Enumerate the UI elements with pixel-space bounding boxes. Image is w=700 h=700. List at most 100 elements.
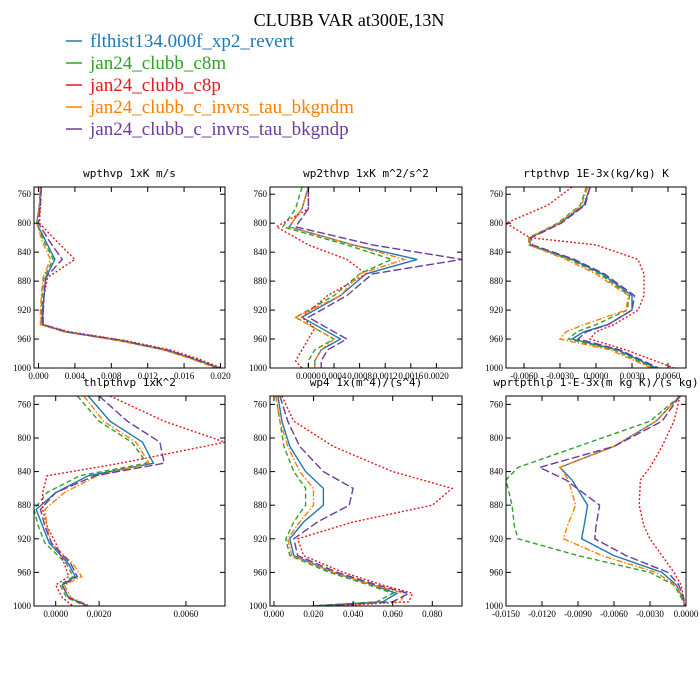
x-tick-label-2-2: 0.0000 <box>584 371 609 381</box>
y-tick-label-3-5: 960 <box>18 567 32 577</box>
panel-title-5: wprtpthlp 1-E-3x(m kg K)/(s kg) <box>493 376 698 389</box>
y-tick-label-5-3: 880 <box>490 500 504 510</box>
panel-4: wp4 1x(m^4)/(s^4)76080084088092096010000… <box>249 376 463 619</box>
panel-title-0: wpthvp 1xK m/s <box>83 167 176 180</box>
x-tick-label-5-5: 0.0000 <box>674 609 699 619</box>
y-tick-label-5-2: 840 <box>490 467 504 477</box>
y-tick-label-2-6: 1000 <box>485 363 504 373</box>
y-tick-label-1-3: 880 <box>254 276 268 286</box>
y-tick-label-3-2: 840 <box>18 467 32 477</box>
y-tick-label-3-3: 880 <box>18 500 32 510</box>
series-line-2-2 <box>506 187 675 368</box>
y-tick-label-4-5: 960 <box>254 567 268 577</box>
y-tick-label-5-1: 800 <box>490 433 504 443</box>
y-tick-label-3-1: 800 <box>18 433 32 443</box>
y-tick-label-0-4: 920 <box>18 305 32 315</box>
series-line-0-4 <box>37 187 220 368</box>
series-line-4-0 <box>277 396 399 606</box>
panel-title-1: wp2thvp 1xK m^2/s^2 <box>303 167 429 180</box>
y-tick-label-4-2: 840 <box>254 467 268 477</box>
series-line-2-0 <box>529 187 657 368</box>
series-line-5-2 <box>638 396 686 606</box>
x-tick-label-4-4: 0.080 <box>422 609 443 619</box>
x-tick-label-1-5: 0.0020 <box>424 371 449 381</box>
y-tick-label-4-0: 760 <box>254 399 268 409</box>
y-tick-label-1-4: 920 <box>254 305 268 315</box>
x-tick-label-5-3: -0.0060 <box>600 609 628 619</box>
series-line-0-3 <box>35 187 217 368</box>
legend-label-1: jan24_clubb_c8m <box>89 53 226 74</box>
x-tick-label-4-0: 0.000 <box>264 609 285 619</box>
plot-frame-0 <box>33 186 226 369</box>
x-tick-label-5-2: -0.0090 <box>564 609 592 619</box>
y-tick-label-0-3: 880 <box>18 276 32 286</box>
series-line-3-4 <box>39 396 166 606</box>
series-line-4-1 <box>275 396 395 606</box>
x-tick-label-0-1: 0.004 <box>65 371 86 381</box>
figure-title: CLUBB VAR at300E,13N <box>254 10 445 30</box>
plot-frame-4 <box>269 395 463 607</box>
series-line-0-1 <box>35 187 218 368</box>
x-tick-label-0-5: 0.020 <box>210 371 231 381</box>
y-tick-label-2-5: 960 <box>490 334 504 344</box>
series-line-4-2 <box>281 396 454 606</box>
x-tick-label-5-0: -0.0150 <box>492 609 520 619</box>
y-tick-label-0-6: 1000 <box>13 363 32 373</box>
x-tick-label-0-4: 0.016 <box>174 371 195 381</box>
y-tick-label-0-5: 960 <box>18 334 32 344</box>
x-tick-label-4-3: 0.060 <box>383 609 404 619</box>
series-line-1-4 <box>294 187 462 368</box>
series-line-3-1 <box>34 396 149 606</box>
y-tick-label-4-3: 880 <box>254 500 268 510</box>
series-line-1-2 <box>274 187 368 368</box>
x-tick-label-2-0: -0.0060 <box>510 371 538 381</box>
x-tick-label-4-1: 0.020 <box>303 609 324 619</box>
y-tick-label-5-0: 760 <box>490 399 504 409</box>
x-tick-label-3-1: 0.0020 <box>87 609 112 619</box>
y-tick-label-4-4: 920 <box>254 534 268 544</box>
y-tick-label-5-6: 1000 <box>485 601 504 611</box>
y-tick-label-2-4: 920 <box>490 305 504 315</box>
series-line-5-1 <box>506 396 686 606</box>
panel-0: wpthvp 1xK m/s 760 800 840 880 920 960 1000 0.00… <box>13 167 231 381</box>
x-tick-label-1-2: 0.0008 <box>347 371 372 381</box>
plot-frame-1 <box>269 186 463 369</box>
y-tick-label-0-1: 800 <box>18 218 32 228</box>
y-tick-label-0-2: 840 <box>18 247 32 257</box>
plot-frame-3 <box>33 395 226 607</box>
panel-3: thlpthvp 1xK^2 760 800 840 880 920 960 1000 0.00… <box>13 376 226 619</box>
x-tick-label-5-1: -0.0120 <box>528 609 556 619</box>
y-tick-label-3-6: 1000 <box>13 601 32 611</box>
legend-label-3: jan24_clubb_c_invrs_tau_bkgndm <box>89 97 354 118</box>
plot-frame-2 <box>505 186 687 369</box>
y-tick-label-0-0: 760 <box>18 189 32 199</box>
y-tick-label-5-5: 960 <box>490 567 504 577</box>
y-tick-label-2-1: 800 <box>490 218 504 228</box>
series-line-0-2 <box>38 187 222 368</box>
series-line-5-3 <box>558 396 686 606</box>
series-line-1-1 <box>281 187 394 368</box>
y-tick-label-1-1: 800 <box>254 218 268 228</box>
x-tick-label-4-2: 0.040 <box>343 609 364 619</box>
legend-label-4: jan24_clubb_c_invrs_tau_bkgndp <box>89 119 349 140</box>
legend-label-0: flthist134.000f_xp2_revert <box>90 31 295 52</box>
y-tick-label-1-6: 1000 <box>249 363 268 373</box>
legend-label-2: jan24_clubb_c8p <box>89 75 221 96</box>
x-tick-label-0-3: 0.012 <box>138 371 158 381</box>
x-tick-label-1-0: 0.0000 <box>296 371 321 381</box>
legend: flthist134.000f_xp2_revertjan24_clubb_c8… <box>66 31 354 140</box>
y-tick-label-3-0: 760 <box>18 399 32 409</box>
panel-2: rtpthvp 1E-3x(kg/kg) K 760 800 840 880 920 960… <box>485 167 687 381</box>
x-tick-label-2-3: 0.0030 <box>620 371 645 381</box>
panel-title-3: thlpthvp 1xK^2 <box>83 376 176 389</box>
plot-frame-5 <box>505 395 687 607</box>
panel-5: wprtpthlp 1-E-3x(m kg K)/(s kg) 760 800 840… <box>485 376 699 619</box>
x-tick-label-0-2: 0.008 <box>101 371 122 381</box>
panels: wpthvp 1xK m/s 760 800 840 880 920 960 1000 0.00… <box>13 167 699 619</box>
x-tick-label-2-1: -0.0030 <box>546 371 574 381</box>
panel-title-4: wp4 1x(m^4)/(s^4) <box>310 376 423 389</box>
series-line-2-4 <box>530 187 659 368</box>
y-tick-label-1-0: 760 <box>254 189 268 199</box>
series-line-2-1 <box>528 187 654 368</box>
